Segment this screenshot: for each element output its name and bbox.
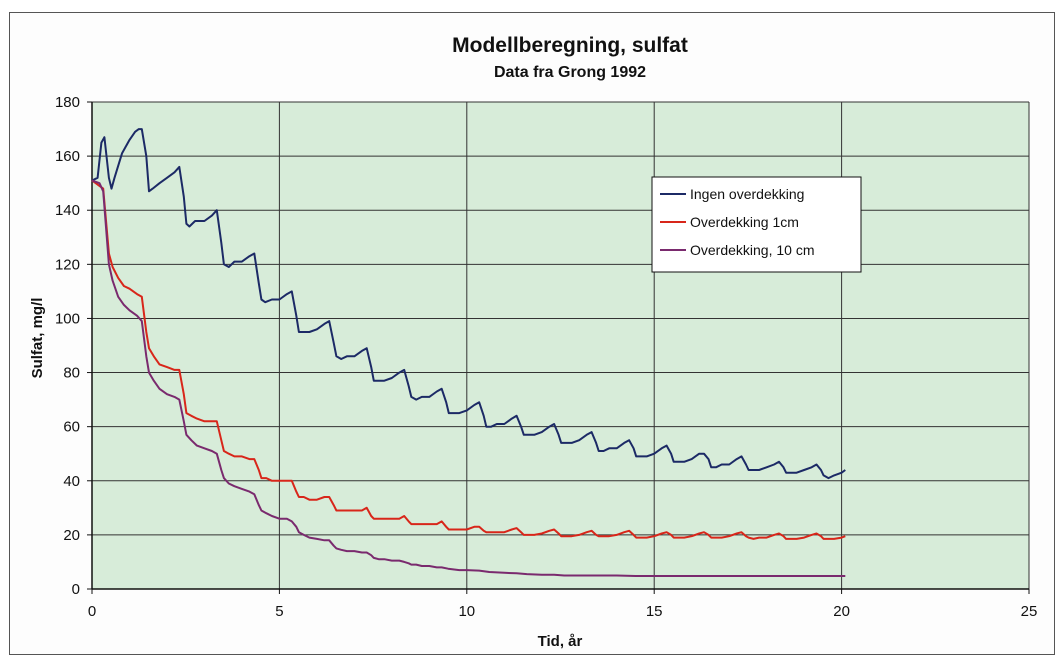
y-tick-label: 180 (55, 94, 80, 111)
x-axis-label: Tid, år (538, 633, 583, 650)
series-line-1 (91, 128, 846, 480)
series-line-2 (91, 179, 846, 540)
series-line-3 (91, 179, 846, 577)
series-lines (91, 128, 846, 577)
x-tick-label: 15 (646, 603, 663, 620)
legend-box (651, 176, 862, 273)
plot-area (92, 102, 1029, 589)
legend-label: Overdekking 1cm (690, 214, 799, 230)
legend-label: Overdekking, 10 cm (690, 242, 815, 258)
y-tick-label: 140 (55, 202, 80, 219)
x-tick-label: 10 (458, 603, 475, 620)
y-tick-label: 80 (63, 365, 80, 382)
y-tick-label: 100 (55, 310, 80, 327)
chart-title: Modellberegning, sulfat (452, 34, 688, 57)
gridlines (92, 101, 1030, 589)
y-tick-label: 0 (72, 581, 80, 598)
legend: Ingen overdekking Overdekking 1cm Overdekk… (651, 176, 862, 273)
y-tick-label: 160 (55, 148, 80, 165)
y-tick-label: 20 (63, 527, 80, 544)
y-tick-label: 60 (63, 419, 80, 436)
x-tick-label: 20 (833, 603, 850, 620)
y-tick-label: 120 (55, 256, 80, 273)
tick-labels: 0 20 40 60 80 100 120 140 160 180 0 5 10 15 20 25 (55, 94, 1037, 620)
legend-label: Ingen overdekking (690, 186, 804, 202)
axes (91, 102, 1029, 590)
y-tick-label: 40 (63, 473, 80, 490)
x-tick-label: 25 (1021, 603, 1038, 620)
chart-subtitle: Data fra Grong 1992 (494, 64, 646, 81)
x-tick-label: 0 (88, 603, 96, 620)
y-axis-label: Sulfat, mg/l (29, 298, 46, 379)
x-tick-label: 5 (275, 603, 283, 620)
